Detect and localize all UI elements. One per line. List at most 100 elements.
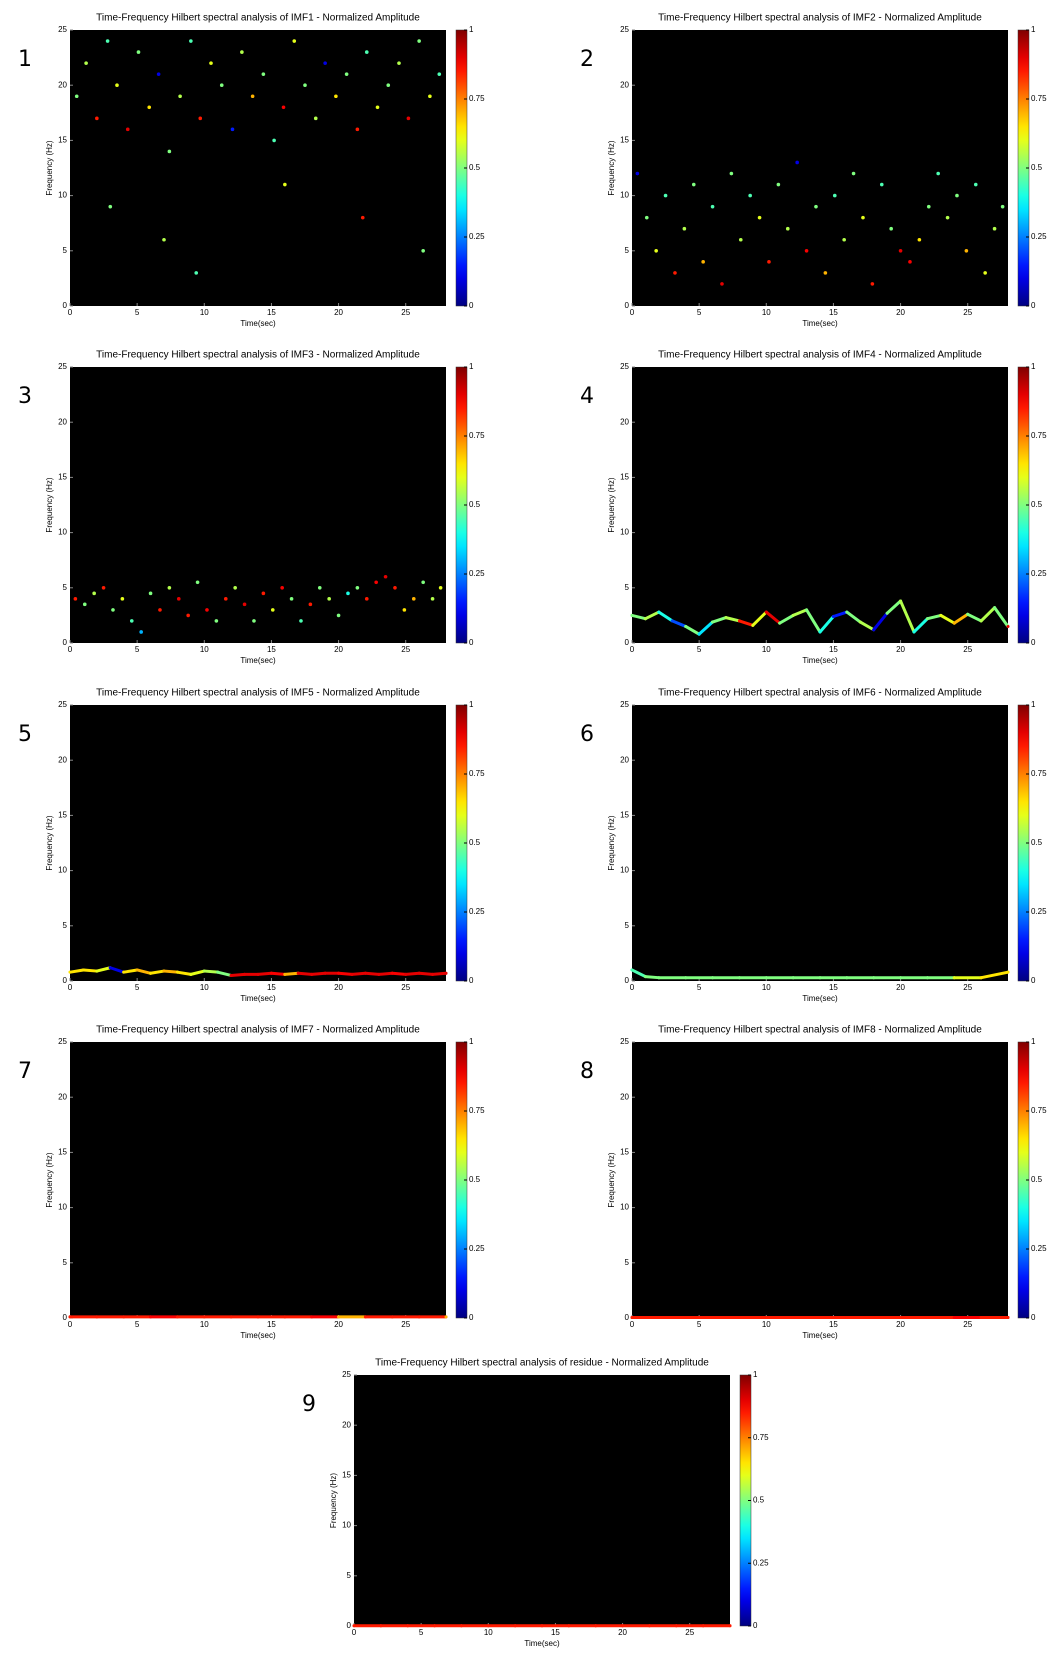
spectrum-point [252,619,256,623]
y-tick-label: 15 [620,1148,629,1157]
spectrum-point [303,83,307,87]
spectrum-segment [966,612,983,623]
spectrum-segment [296,971,314,976]
spectrum-segment [912,617,929,634]
colorbar-tick-label: 0.25 [469,1244,485,1253]
spectrum-point [68,1315,72,1319]
spectrum-point [720,282,724,286]
y-axis-label: Frequency (Hz) [607,815,616,870]
colorbar-tick-label: 0.5 [469,1175,481,1184]
y-tick-label: 20 [620,80,629,89]
spectrum-point [411,597,416,601]
colorbar-tick-label: 0 [1031,976,1036,985]
spectrum-point [156,72,161,76]
spectrum-point [261,72,266,76]
spectrum-point [95,116,99,121]
spectrum-point [858,620,862,624]
x-tick-label: 20 [334,645,343,654]
x-axis-label: Time(sec) [240,319,276,328]
y-axis-label: Frequency (Hz) [45,140,54,195]
x-axis-label: Time(sec) [240,1331,276,1340]
spectrum-point [936,171,940,176]
y-tick-label: 5 [625,921,630,930]
spectrum-segment [670,619,688,628]
colorbar-tick-label: 1 [1031,700,1036,709]
colorbar-tick-label: 0.5 [1031,163,1043,172]
x-tick-label: 20 [618,1628,627,1637]
plot-area [70,1042,446,1318]
colorbar-tick-label: 0 [469,976,474,985]
spectrum-point [158,608,162,612]
spectrum-point [379,1624,383,1628]
spectrum-point [899,976,903,980]
spectrum-segment [216,970,233,977]
spectrum-point [657,976,661,980]
x-tick-label: 5 [697,645,702,654]
x-tick-label: 15 [551,1628,560,1637]
spectrum-point [175,1315,179,1319]
spectrum-segment [805,608,822,634]
chart-title: Time-Frequency Hilbert spectral analysis… [96,1025,420,1036]
spectrum-point [818,976,822,980]
y-tick-label: 25 [58,25,67,34]
spectrum-segment [872,611,889,632]
spectrum-point [818,1315,822,1319]
plot-area [70,30,446,306]
y-tick-label: 15 [58,136,67,145]
x-tick-label: 5 [135,308,140,317]
spectrum-segment [831,610,849,619]
x-tick-label: 0 [630,308,635,317]
colorbar-tick-label: 0 [1031,638,1036,647]
spectrum-point [818,630,822,634]
y-tick-label: 0 [625,1313,630,1322]
spectrum-point [724,616,728,620]
spectrum-point [879,182,884,187]
spectrum-segment [350,971,367,976]
x-tick-label: 10 [762,645,771,654]
colorbar-tick-label: 0.25 [1031,1244,1047,1253]
spectrum-point [701,1624,705,1628]
spectrum-segment [724,616,741,623]
spectrum-point [216,970,220,974]
colorbar-tick-label: 0.75 [469,431,485,440]
spectrum-point [189,39,193,43]
spectrum-segment [845,610,862,624]
x-tick-label: 10 [200,1320,209,1329]
colorbar-tick-label: 0.25 [469,907,485,916]
x-tick-label: 5 [135,983,140,992]
spectrum-point [630,613,634,617]
spectrum-point [136,50,141,54]
spectrum-point [791,976,795,980]
y-axis-label: Frequency (Hz) [45,815,54,870]
spectrum-point [697,632,701,636]
spectrum-point [209,61,213,65]
x-axis-label: Time(sec) [524,1639,560,1648]
spectrum-point [243,972,247,976]
spectrum-segment [68,968,85,974]
y-tick-label: 5 [625,246,630,255]
y-tick-label: 5 [63,921,68,930]
y-tick-label: 0 [63,301,68,310]
y-tick-label: 5 [625,583,630,592]
spectrum-point [964,249,969,253]
spectrum-point [336,613,341,618]
y-tick-label: 25 [342,1370,351,1379]
spectrum-segment [952,612,970,625]
x-tick-label: 25 [401,308,410,317]
spectrum-point [74,94,79,99]
spectrum-point [139,630,143,634]
x-axis-label: Time(sec) [240,994,276,1003]
spectrum-point [993,606,997,610]
colorbar-tick-label: 0.25 [469,569,485,578]
y-tick-label: 15 [620,473,629,482]
spectrum-point [594,1624,598,1628]
spectrum-point [162,969,166,973]
chart-title: Time-Frequency Hilbert spectral analysis… [658,1025,982,1036]
spectrum-point [767,260,771,264]
spectrum-point [979,976,983,980]
spectrum-point [757,215,762,220]
x-tick-label: 25 [401,645,410,654]
spectrum-point [459,1624,463,1628]
spectrum-point [377,972,381,976]
y-tick-label: 25 [620,362,629,371]
